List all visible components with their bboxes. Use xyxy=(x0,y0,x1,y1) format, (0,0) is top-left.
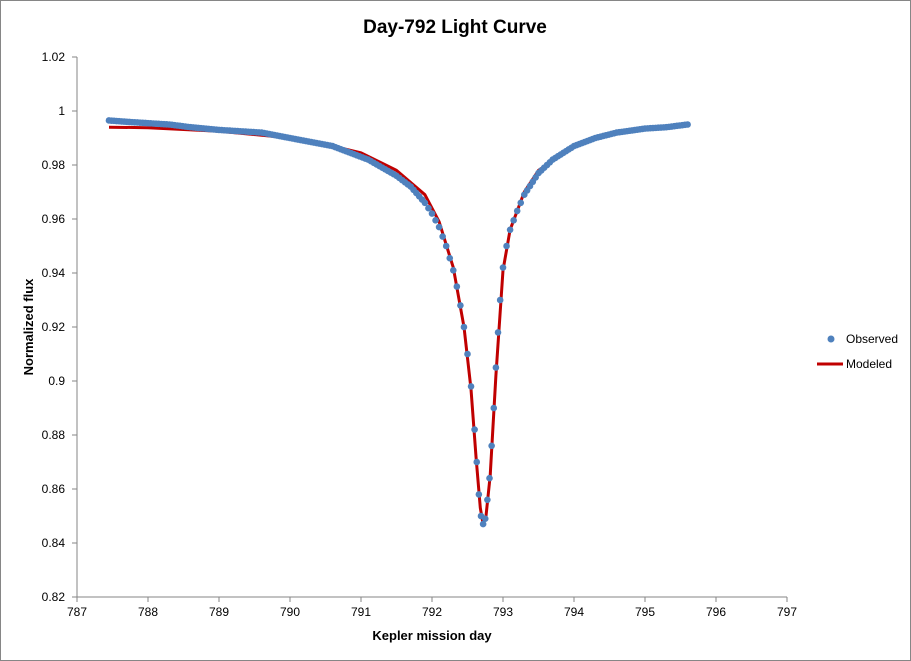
observed-point xyxy=(517,199,525,207)
observed-point xyxy=(453,283,461,290)
y-tick-label: 0.9 xyxy=(48,374,65,388)
x-tick-label: 790 xyxy=(280,605,300,619)
y-tick-label: 0.94 xyxy=(42,266,66,280)
observed-point xyxy=(421,199,429,207)
observed-point xyxy=(446,254,454,262)
x-tick-label: 793 xyxy=(493,605,513,619)
y-axis-label: Normalized flux xyxy=(21,278,36,376)
observed-point xyxy=(486,474,493,482)
x-tick-label: 787 xyxy=(67,605,87,619)
legend-modeled-label: Modeled xyxy=(846,357,892,371)
x-tick-label: 796 xyxy=(706,605,726,619)
observed-point xyxy=(479,520,487,528)
y-tick-label: 0.82 xyxy=(42,590,66,604)
y-tick-label: 0.88 xyxy=(42,428,66,442)
x-tick-label: 791 xyxy=(351,605,371,619)
x-tick-label: 788 xyxy=(138,605,158,619)
observed-point xyxy=(432,217,439,224)
modeled-series-line xyxy=(108,123,688,526)
observed-point xyxy=(496,296,504,304)
y-tick-label: 1 xyxy=(58,104,65,118)
x-tick-label: 797 xyxy=(777,605,797,619)
y-tick-label: 1.02 xyxy=(42,50,66,64)
observed-point xyxy=(488,442,495,450)
x-tick-label: 789 xyxy=(209,605,229,619)
observed-point xyxy=(484,496,491,504)
observed-point xyxy=(513,207,521,215)
observed-point xyxy=(425,204,432,212)
observed-point xyxy=(457,302,464,309)
observed-point xyxy=(428,210,436,217)
x-axis-label: Kepler mission day xyxy=(372,628,492,643)
observed-point xyxy=(506,226,514,234)
chart-title: Day-792 Light Curve xyxy=(363,17,547,38)
legend-observed-marker xyxy=(827,335,835,343)
observed-point xyxy=(450,267,457,274)
observed-point xyxy=(473,458,481,466)
y-tick-label: 0.98 xyxy=(42,158,66,172)
legend-observed-label: Observed xyxy=(846,332,898,346)
observed-point xyxy=(442,242,450,250)
observed-point xyxy=(481,515,489,522)
y-tick-label: 0.92 xyxy=(42,320,66,334)
y-tick-label: 0.96 xyxy=(42,212,66,226)
observed-point xyxy=(490,404,498,412)
observed-point xyxy=(684,121,691,128)
observed-point xyxy=(439,233,446,240)
observed-point xyxy=(467,383,475,390)
observed-point xyxy=(464,350,471,358)
observed-point xyxy=(492,364,500,371)
y-tick-label: 0.86 xyxy=(42,482,66,496)
observed-point xyxy=(494,329,502,336)
x-tick-label: 794 xyxy=(564,605,584,619)
observed-point xyxy=(503,242,510,250)
y-tick-label: 0.84 xyxy=(42,536,66,550)
observed-point xyxy=(510,217,517,224)
observed-point xyxy=(475,491,483,498)
observed-point xyxy=(471,426,478,433)
observed-point xyxy=(499,264,507,271)
legend: Observed Modeled xyxy=(817,332,898,371)
x-tick-label: 795 xyxy=(635,605,655,619)
x-tick-label: 792 xyxy=(422,605,442,619)
observed-point xyxy=(460,323,468,331)
observed-point xyxy=(435,223,443,231)
